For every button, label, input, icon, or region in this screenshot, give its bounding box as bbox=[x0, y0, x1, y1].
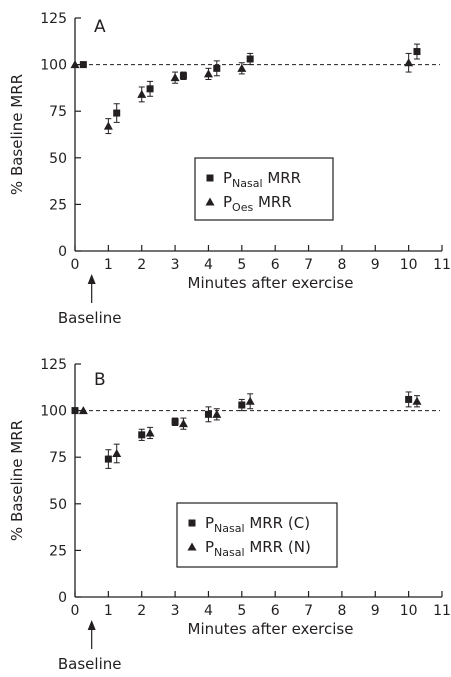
x-tick-label: 10 bbox=[400, 603, 418, 619]
y-tick-label: 75 bbox=[49, 450, 67, 466]
data-point bbox=[179, 72, 187, 80]
data-point bbox=[170, 73, 180, 82]
data-point bbox=[404, 58, 414, 67]
x-tick-label: 0 bbox=[71, 603, 80, 619]
data-point bbox=[213, 64, 221, 72]
legend-entry: PNasal MRR (C) bbox=[205, 514, 310, 535]
chart-panel-b: 0 25 50 75 100 125 0 1 2 3 4 5 6 7 8 9 10 11 Minutes after… bbox=[8, 357, 451, 673]
data-point bbox=[104, 455, 112, 463]
data-point bbox=[203, 69, 213, 78]
y-tick-label: 50 bbox=[49, 497, 67, 513]
data-point bbox=[138, 431, 146, 439]
legend-entry: POes MRR bbox=[223, 193, 292, 214]
legend-entry: PNasal MRR (N) bbox=[205, 538, 311, 559]
x-tick-label: 2 bbox=[137, 257, 146, 273]
x-axis-label: Minutes after exercise bbox=[188, 274, 354, 292]
x-tick-label: 5 bbox=[237, 257, 246, 273]
baseline-annotation: Baseline bbox=[58, 655, 122, 673]
legend: PNasal MRR POes MRR bbox=[194, 157, 334, 221]
x-tick-label: 5 bbox=[237, 603, 246, 619]
legend-box bbox=[176, 502, 338, 568]
data-point bbox=[103, 121, 113, 130]
x-tick-label: 0 bbox=[71, 257, 80, 273]
x-tick-label: 3 bbox=[171, 257, 180, 273]
x-tick-label: 1 bbox=[104, 603, 113, 619]
data-point bbox=[413, 48, 421, 56]
data-point bbox=[78, 406, 88, 415]
y-tick-label: 100 bbox=[40, 404, 67, 420]
x-tick-label: 3 bbox=[171, 603, 180, 619]
y-tick-label: 125 bbox=[40, 357, 67, 373]
data-point bbox=[137, 89, 147, 98]
data-point bbox=[405, 395, 413, 403]
legend-marker bbox=[188, 519, 196, 527]
series-2 bbox=[70, 52, 414, 135]
x-tick-label: 9 bbox=[371, 603, 380, 619]
legend-marker bbox=[187, 542, 197, 551]
series-1 bbox=[71, 391, 413, 469]
data-point bbox=[70, 60, 80, 69]
x-tick-label: 6 bbox=[271, 603, 280, 619]
data-point bbox=[238, 401, 246, 409]
x-tick-label: 1 bbox=[104, 257, 113, 273]
y-tick-label: 25 bbox=[49, 543, 67, 559]
y-axis-label: % Baseline MRR bbox=[8, 420, 26, 541]
x-tick-label: 9 bbox=[371, 257, 380, 273]
panel-label: A bbox=[94, 17, 106, 37]
data-point bbox=[146, 85, 154, 93]
baseline-annotation: Baseline bbox=[58, 309, 122, 327]
data-point bbox=[171, 418, 179, 426]
data-point bbox=[145, 428, 155, 437]
baseline-arrow-head bbox=[87, 620, 96, 630]
legend-box bbox=[194, 157, 334, 221]
x-tick-label: 4 bbox=[204, 603, 213, 619]
data-point bbox=[412, 396, 422, 405]
y-tick-label: 25 bbox=[49, 197, 67, 213]
data-point bbox=[71, 407, 79, 415]
y-tick-label: 0 bbox=[58, 590, 67, 606]
data-point bbox=[212, 409, 222, 418]
x-tick-label: 7 bbox=[304, 257, 313, 273]
panel-label: B bbox=[94, 370, 106, 390]
series-2 bbox=[78, 393, 422, 464]
x-tick-label: 6 bbox=[271, 257, 280, 273]
data-point bbox=[245, 396, 255, 405]
x-tick-label: 2 bbox=[137, 603, 146, 619]
y-axis-label: % Baseline MRR bbox=[8, 74, 26, 195]
data-point bbox=[79, 61, 87, 69]
series-1 bbox=[79, 43, 421, 123]
y-tick-label: 0 bbox=[58, 244, 67, 260]
baseline-arrow-head bbox=[87, 274, 96, 284]
data-point bbox=[246, 55, 254, 63]
data-point bbox=[112, 448, 122, 457]
data-point bbox=[204, 410, 212, 418]
data-point bbox=[178, 419, 188, 428]
legend-entry: PNasal MRR bbox=[223, 169, 301, 190]
x-tick-label: 4 bbox=[204, 257, 213, 273]
legend-marker bbox=[206, 174, 214, 182]
y-tick-label: 50 bbox=[49, 151, 67, 167]
y-tick-label: 125 bbox=[40, 11, 67, 27]
chart-panel-a: 0 25 50 75 100 125 0 1 2 3 4 5 6 7 8 9 10 11 Minutes after… bbox=[8, 11, 451, 327]
x-tick-label: 11 bbox=[433, 257, 451, 273]
x-tick-label: 8 bbox=[337, 257, 346, 273]
x-tick-label: 11 bbox=[433, 603, 451, 619]
y-tick-label: 75 bbox=[49, 104, 67, 120]
x-tick-label: 7 bbox=[304, 603, 313, 619]
data-point bbox=[113, 109, 121, 117]
y-tick-label: 100 bbox=[40, 58, 67, 74]
data-point bbox=[237, 63, 247, 72]
legend: PNasal MRR (C) PNasal MRR (N) bbox=[176, 502, 338, 568]
x-tick-label: 8 bbox=[337, 603, 346, 619]
x-tick-label: 10 bbox=[400, 257, 418, 273]
legend-marker bbox=[205, 197, 215, 206]
x-axis-label: Minutes after exercise bbox=[188, 620, 354, 638]
